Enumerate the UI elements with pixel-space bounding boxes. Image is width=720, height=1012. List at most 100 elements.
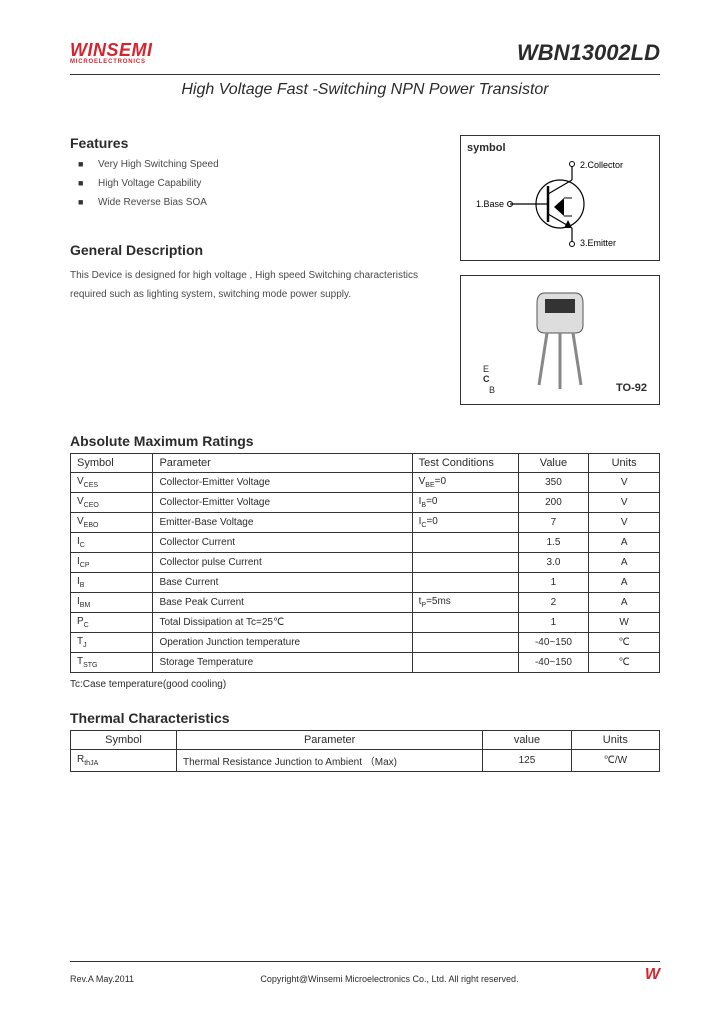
company-logo: WINSEMI MICROELECTRONICS [70,40,153,65]
cell-unit: V [589,493,660,513]
cell-param: Base Current [153,573,412,593]
header: WINSEMI MICROELECTRONICS WBN13002LD [70,40,660,66]
col-header: Value [518,454,589,473]
to92-package-icon [515,285,605,395]
header-rule [70,74,660,75]
description-text: This Device is designed for high voltage… [70,266,430,304]
cell-symbol: ICP [71,553,153,573]
abs-max-title: Absolute Maximum Ratings [70,433,660,449]
abs-max-table: Symbol Parameter Test Conditions Value U… [70,453,660,673]
footer-row: Rev.A May.2011 Copyright@Winsemi Microel… [70,966,660,984]
cell-param: Collector-Emitter Voltage [153,493,412,513]
cell-symbol: VCEO [71,493,153,513]
col-header: Units [589,454,660,473]
cell-unit: V [589,513,660,533]
cell-unit: ℃ [589,633,660,653]
cell-param: Total Dissipation at Tc=25℃ [153,613,412,633]
package-pin-labels: E C B [483,364,495,396]
table-row: VEBOEmitter-Base VoltageIC=07V [71,513,660,533]
col-header: Units [571,731,659,750]
table-row: TSTGStorage Temperature -40~150℃ [71,653,660,673]
right-column: symbol 1.Base 2.C [460,135,660,405]
left-column: Features Very High Switching Speed High … [70,135,430,405]
cell-param: Storage Temperature [153,653,412,673]
cell-value: 2 [518,593,589,613]
symbol-diagram: symbol 1.Base 2.C [460,135,660,261]
cell-param: Collector Current [153,533,412,553]
table-row: ICCollector Current 1.5A [71,533,660,553]
col-header: Symbol [71,454,153,473]
footer-logo-icon: W [645,966,660,984]
cell-value: 7 [518,513,589,533]
cell-test [412,613,518,633]
cell-symbol: TJ [71,633,153,653]
cell-unit: ℃/W [571,750,659,772]
cell-test [412,633,518,653]
cell-symbol: RthJA [71,750,177,772]
table-row: TJOperation Junction temperature-40~150℃ [71,633,660,653]
thermal-title: Thermal Characteristics [70,710,660,726]
revision-text: Rev.A May.2011 [70,974,134,984]
cell-value: 1 [518,573,589,593]
col-header: Parameter [177,731,483,750]
datasheet-page: WINSEMI MICROELECTRONICS WBN13002LD High… [0,0,720,1012]
cell-test [412,573,518,593]
cell-param: Operation Junction temperature [153,633,412,653]
logo-text: WINSEMI [70,40,153,61]
cell-symbol: PC [71,613,153,633]
table-header-row: Symbol Parameter value Units [71,731,660,750]
features-title: Features [70,135,430,151]
abs-max-note: Tc:Case temperature(good cooling) [70,679,660,690]
thermal-table: Symbol Parameter value Units RthJATherma… [70,730,660,772]
table-row: PCTotal Dissipation at Tc=25℃ 1W [71,613,660,633]
col-header: Parameter [153,454,412,473]
cell-symbol: IB [71,573,153,593]
subtitle: High Voltage Fast -Switching NPN Power T… [70,81,660,99]
cell-param: Emitter-Base Voltage [153,513,412,533]
description-section: General Description This Device is desig… [70,242,430,304]
col-header: Symbol [71,731,177,750]
cell-unit: A [589,553,660,573]
feature-item: High Voltage Capability [78,178,430,189]
cell-unit: A [589,593,660,613]
cell-symbol: VEBO [71,513,153,533]
features-list: Very High Switching Speed High Voltage C… [70,159,430,208]
cell-test: VBE=0 [412,473,518,493]
cell-symbol: TSTG [71,653,153,673]
cell-unit: ℃ [589,653,660,673]
cell-param: Base Peak Current [153,593,412,613]
pin-label: E [483,364,495,375]
table-row: ICPCollector pulse Current3.0A [71,553,660,573]
cell-symbol: VCES [71,473,153,493]
transistor-symbol-icon: 1.Base 2.Collector 3.Emitter [470,154,650,254]
logo-subtext: MICROELECTRONICS [70,59,153,65]
cell-test: tP=5ms [412,593,518,613]
part-number: WBN13002LD [517,40,660,66]
cell-symbol: IC [71,533,153,553]
table-row: IBBase Current1A [71,573,660,593]
cell-value: 1 [518,613,589,633]
table-row: IBMBase Peak CurrenttP=5ms2A [71,593,660,613]
description-title: General Description [70,242,430,258]
table-row: VCESCollector-Emitter VoltageVBE=0350V [71,473,660,493]
cell-test [412,553,518,573]
cell-symbol: IBM [71,593,153,613]
cell-unit: A [589,533,660,553]
cell-value: 1.5 [518,533,589,553]
table-header-row: Symbol Parameter Test Conditions Value U… [71,454,660,473]
package-name: TO-92 [616,382,647,394]
feature-item: Wide Reverse Bias SOA [78,197,430,208]
cell-value: -40~150 [518,653,589,673]
cell-unit: W [589,613,660,633]
cell-test: IC=0 [412,513,518,533]
table-row: VCEOCollector-Emitter VoltageIB=0200V [71,493,660,513]
cell-param: Thermal Resistance Junction to Ambient （… [177,750,483,772]
top-content: Features Very High Switching Speed High … [70,135,660,405]
cell-test [412,653,518,673]
col-header: value [483,731,571,750]
cell-value: 125 [483,750,571,772]
features-section: Features Very High Switching Speed High … [70,135,430,208]
cell-value: 200 [518,493,589,513]
cell-value: 350 [518,473,589,493]
cell-param: Collector-Emitter Voltage [153,473,412,493]
